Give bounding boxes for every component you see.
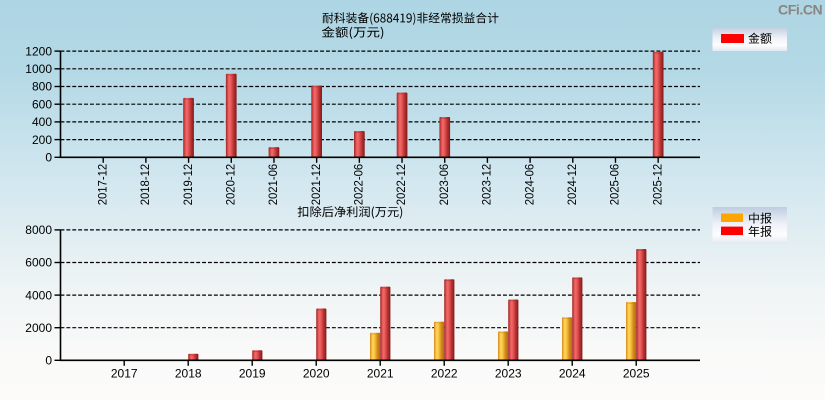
svg-text:8000: 8000 (25, 223, 52, 237)
svg-text:2021-12: 2021-12 (309, 164, 323, 206)
svg-text:2022: 2022 (431, 367, 458, 381)
svg-text:2022-06: 2022-06 (352, 164, 366, 206)
svg-text:2025-12: 2025-12 (650, 164, 664, 206)
svg-text:2024-12: 2024-12 (565, 164, 579, 206)
svg-text:2019: 2019 (239, 367, 266, 381)
svg-text:2018: 2018 (175, 367, 202, 381)
svg-text:2000: 2000 (25, 321, 52, 335)
svg-text:2024-06: 2024-06 (522, 164, 536, 206)
svg-text:2021: 2021 (367, 367, 394, 381)
svg-text:0: 0 (45, 354, 52, 368)
svg-text:200: 200 (32, 133, 52, 147)
svg-text:2022-12: 2022-12 (394, 164, 408, 206)
svg-text:2025: 2025 (623, 367, 650, 381)
svg-text:2025-06: 2025-06 (608, 164, 622, 206)
svg-text:0: 0 (45, 151, 52, 165)
svg-text:2021-06: 2021-06 (266, 164, 280, 206)
svg-text:2020: 2020 (303, 367, 330, 381)
svg-text:600: 600 (32, 97, 52, 111)
svg-text:2024: 2024 (559, 367, 586, 381)
svg-text:2023: 2023 (495, 367, 522, 381)
svg-text:400: 400 (32, 115, 52, 129)
svg-text:2019-12: 2019-12 (181, 164, 195, 206)
svg-text:2020-12: 2020-12 (223, 164, 237, 206)
svg-text:1000: 1000 (25, 62, 52, 76)
svg-text:1200: 1200 (25, 44, 52, 58)
svg-text:2017: 2017 (111, 367, 138, 381)
svg-text:2018-12: 2018-12 (138, 164, 152, 206)
svg-text:2023-06: 2023-06 (437, 164, 451, 206)
svg-text:800: 800 (32, 80, 52, 94)
svg-text:CFi.CN: CFi.CN (778, 2, 823, 18)
svg-text:4000: 4000 (25, 288, 52, 302)
svg-text:2017-12: 2017-12 (95, 164, 109, 206)
svg-text:2023-12: 2023-12 (480, 164, 494, 206)
svg-text:6000: 6000 (25, 256, 52, 270)
